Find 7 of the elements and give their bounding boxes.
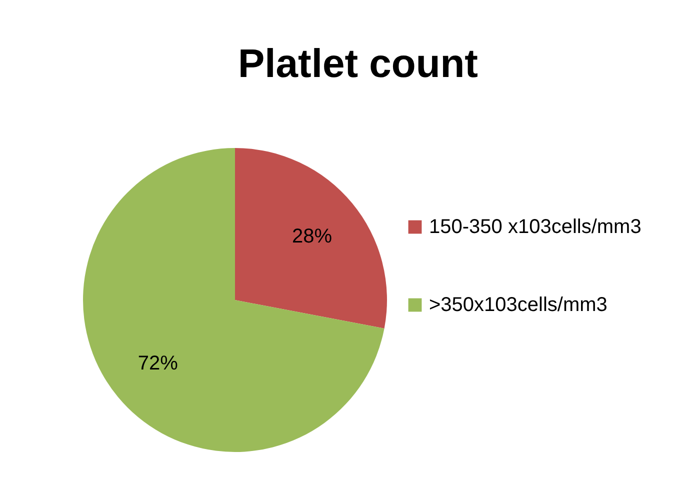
legend-label: 150-350 x103cells/mm3 (429, 216, 642, 238)
legend-label: >350x103cells/mm3 (429, 294, 608, 316)
chart-title: Platlet count (238, 42, 478, 86)
pie-slice (235, 148, 387, 328)
data-label: 28% (292, 225, 332, 248)
data-label: 72% (138, 352, 178, 375)
pie-slice (83, 148, 384, 452)
